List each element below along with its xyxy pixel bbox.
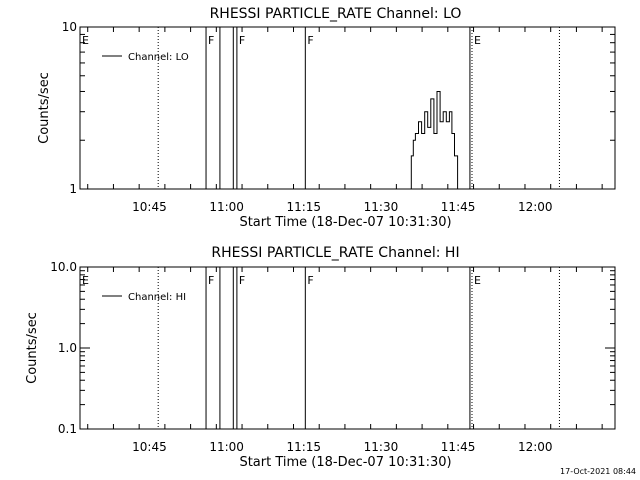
y-tick-label: 10 [62,20,77,34]
y-tick-label: 1 [69,182,77,196]
y-axis-label: Counts/sec [37,72,52,144]
event-marker-label: E [474,274,481,287]
event-marker-label: F [239,34,245,47]
y-axis-label: Counts/sec [25,312,40,384]
x-tick-label: 11:15 [286,440,321,454]
legend-label: Channel: HI [128,292,186,303]
event-marker-label: F [208,274,214,287]
x-tick-label: 12:00 [518,440,553,454]
x-tick-label: 12:00 [518,200,553,214]
x-tick-label: 11:00 [209,200,244,214]
y-tick-label: 10.0 [50,260,77,274]
x-tick-label: 11:30 [364,200,399,214]
chart-title: RHESSI PARTICLE_RATE Channel: LO [210,6,462,22]
event-marker-label: E [474,34,481,47]
footer-timestamp: 17-Oct-2021 08:44 [560,467,636,476]
chart-panel-2: RHESSI PARTICLE_RATE Channel: HI 0.1 1.0 10… [25,245,616,470]
x-tick-label: 11:00 [209,440,244,454]
x-tick-label: 10:45 [132,440,167,454]
x-tick-label: 11:30 [364,440,399,454]
legend-label: Channel: LO [128,52,189,63]
x-tick-label: 11:15 [286,200,321,214]
event-marker-label: F [307,274,313,287]
y-tick-label: 1.0 [58,341,77,355]
chart-title: RHESSI PARTICLE_RATE Channel: HI [211,245,459,261]
data-series-line [410,91,459,189]
x-axis-label: Start Time (18-Dec-07 10:31:30) [239,215,451,230]
event-marker-label: E [82,34,89,47]
y-tick-label: 0.1 [58,422,77,436]
event-marker-label: F [239,274,245,287]
event-marker-label: F [307,34,313,47]
x-axis-label: Start Time (18-Dec-07 10:31:30) [239,455,451,470]
chart-panel-1: RHESSI PARTICLE_RATE Channel: LO 1 10 Count… [37,6,616,230]
x-tick-label: 11:45 [441,440,476,454]
event-marker-label: F [208,34,214,47]
x-tick-label: 10:45 [132,200,167,214]
x-tick-label: 11:45 [441,200,476,214]
event-marker-label: E [82,274,89,287]
